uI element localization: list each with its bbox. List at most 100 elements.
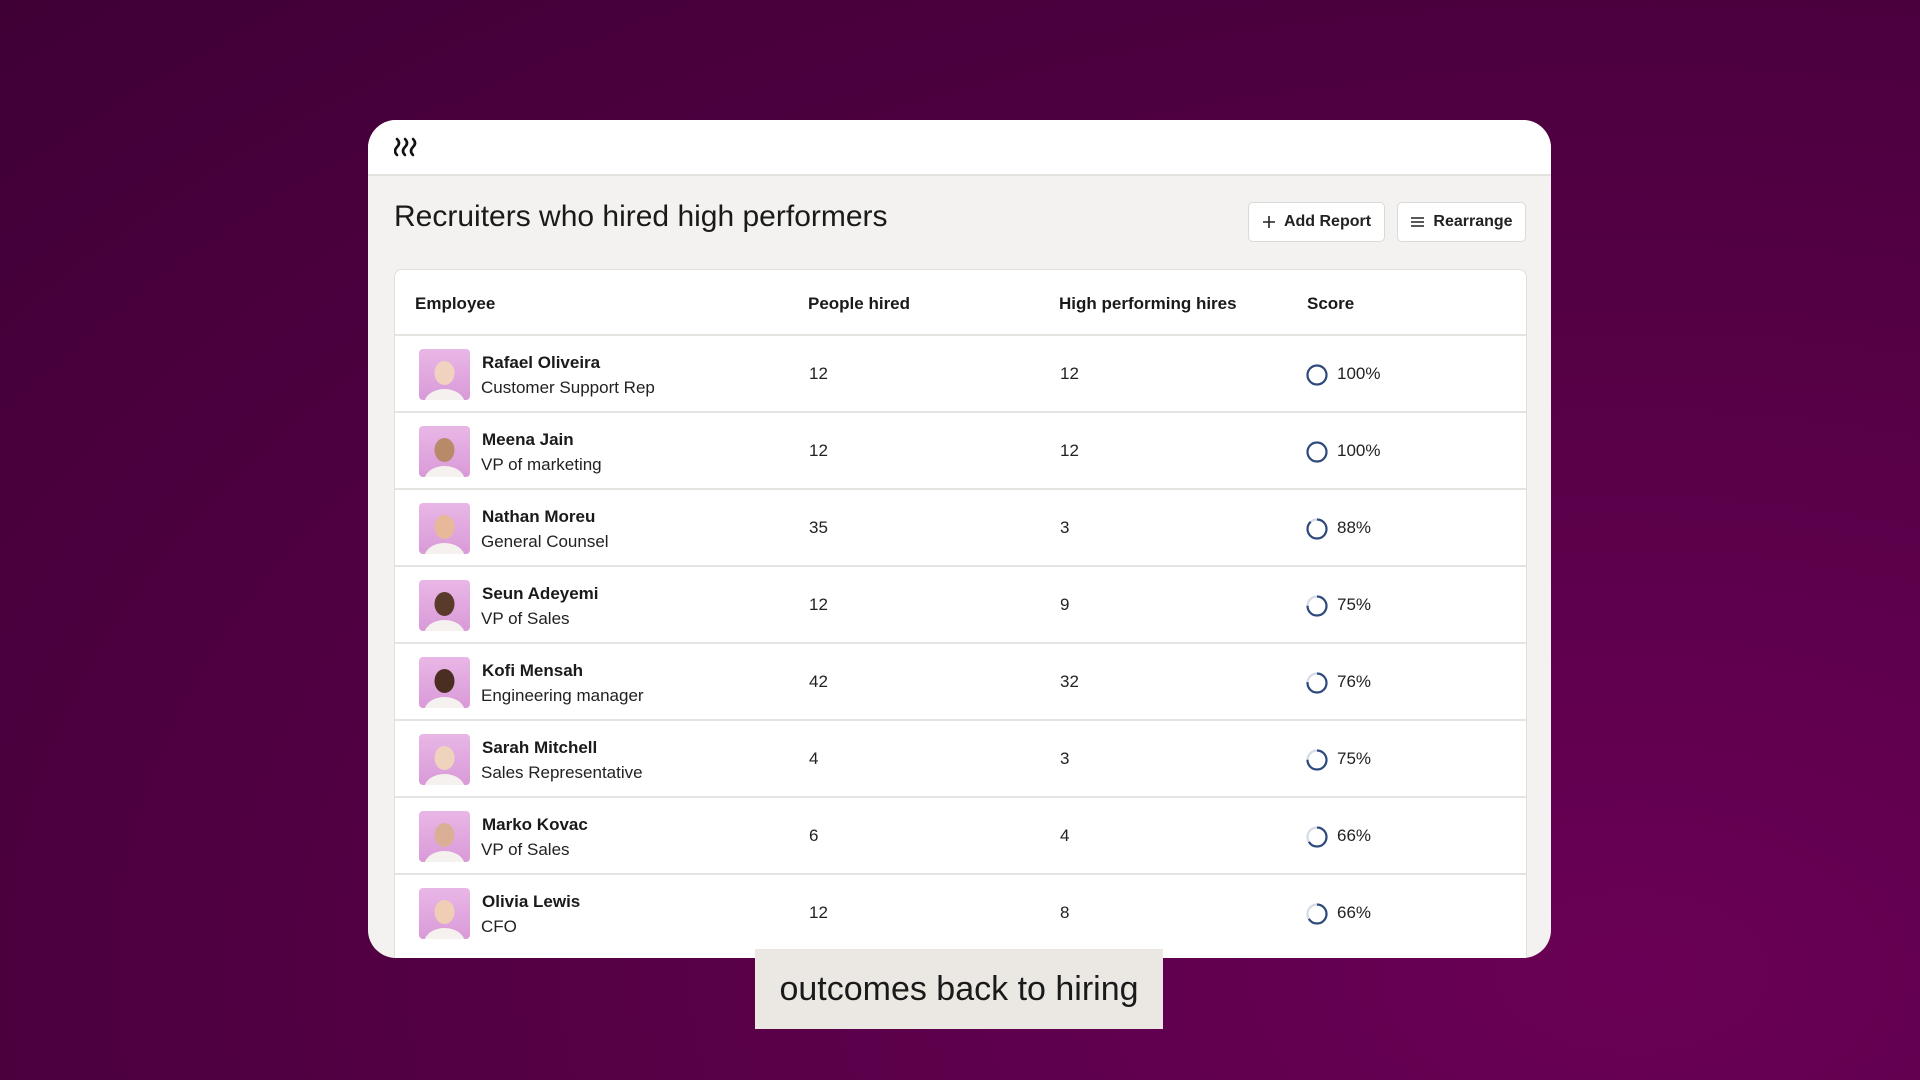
high-performing-hires: 9 bbox=[1060, 595, 1070, 614]
score-ring bbox=[1306, 441, 1328, 463]
avatar-body bbox=[424, 697, 465, 708]
plus-icon bbox=[1262, 216, 1275, 228]
column-header: Score bbox=[1307, 294, 1355, 313]
score-ring bbox=[1306, 903, 1328, 925]
score-ring bbox=[1306, 518, 1328, 540]
report-card: Recruiters who hired high performers Add… bbox=[368, 120, 1551, 958]
avatar-face bbox=[434, 515, 455, 539]
table-row: Olivia Lewis CFO 12 8 66% bbox=[395, 873, 1526, 952]
avatar-face bbox=[434, 823, 455, 847]
avatar bbox=[419, 888, 470, 939]
ring-progress bbox=[1306, 518, 1328, 540]
table-row: Rafael Oliveira Customer Support Rep 12 12 1… bbox=[395, 334, 1526, 413]
employee-name: Sarah Mitchell bbox=[482, 738, 598, 757]
logo[interactable] bbox=[394, 136, 420, 158]
employee-name: Meena Jain bbox=[482, 430, 574, 449]
score-ring bbox=[1306, 826, 1328, 848]
avatar-portrait bbox=[424, 900, 465, 939]
employee-role: Engineering manager bbox=[481, 686, 644, 705]
high-performing-hires: 3 bbox=[1060, 749, 1070, 768]
high-performing-hires: 32 bbox=[1060, 672, 1079, 691]
avatar-portrait bbox=[424, 746, 465, 785]
score-ring bbox=[1306, 749, 1328, 771]
ring-progress bbox=[1306, 826, 1328, 848]
avatar bbox=[419, 503, 470, 554]
employee-name: Olivia Lewis bbox=[482, 892, 581, 911]
high-performing-hires: 12 bbox=[1060, 364, 1079, 383]
avatar-body bbox=[424, 851, 465, 862]
avatar-face bbox=[434, 900, 455, 924]
employee-role: Sales Representative bbox=[481, 763, 643, 782]
ring-progress bbox=[1306, 903, 1328, 925]
menu-icon bbox=[1411, 217, 1425, 227]
score-value: 66% bbox=[1337, 826, 1372, 845]
employee-name: Rafael Oliveira bbox=[482, 353, 601, 372]
avatar bbox=[419, 657, 470, 708]
avatar-body bbox=[424, 543, 465, 554]
ring-progress bbox=[1306, 364, 1328, 386]
avatar bbox=[419, 580, 470, 631]
avatar-body bbox=[424, 928, 465, 939]
avatar-face bbox=[434, 361, 455, 385]
ring-progress bbox=[1306, 749, 1328, 771]
score-value: 100% bbox=[1337, 364, 1381, 383]
avatar-portrait bbox=[424, 361, 465, 400]
employee-role: VP of marketing bbox=[481, 455, 602, 474]
score-value: 100% bbox=[1337, 441, 1381, 460]
high-performing-hires: 4 bbox=[1060, 826, 1070, 845]
avatar bbox=[419, 734, 470, 785]
score-value: 66% bbox=[1337, 903, 1372, 922]
score-value: 76% bbox=[1337, 672, 1372, 691]
employee-role: VP of Sales bbox=[481, 609, 570, 628]
avatar bbox=[419, 426, 470, 477]
score-ring bbox=[1306, 672, 1328, 694]
people-hired: 12 bbox=[809, 903, 828, 922]
add-report-button[interactable]: Add Report bbox=[1248, 202, 1385, 242]
ring-progress bbox=[1306, 441, 1328, 463]
avatar-face bbox=[434, 746, 455, 770]
employee-name: Marko Kovac bbox=[482, 815, 588, 834]
avatar-portrait bbox=[424, 515, 465, 554]
people-hired: 35 bbox=[809, 518, 828, 537]
employee-role: Customer Support Rep bbox=[481, 378, 655, 397]
high-performing-hires: 12 bbox=[1060, 441, 1079, 460]
employee-role: CFO bbox=[481, 917, 517, 936]
avatar-face bbox=[434, 669, 455, 693]
ring-progress bbox=[1306, 672, 1328, 694]
avatar-portrait bbox=[424, 438, 465, 477]
score-value: 75% bbox=[1337, 749, 1372, 768]
top-bar bbox=[368, 120, 1551, 176]
rearrange-button[interactable]: Rearrange bbox=[1397, 202, 1526, 242]
ring-progress bbox=[1306, 595, 1328, 617]
avatar-face bbox=[434, 592, 455, 616]
avatar-portrait bbox=[424, 669, 465, 708]
high-performing-hires: 8 bbox=[1060, 903, 1070, 922]
people-hired: 6 bbox=[809, 826, 819, 845]
column-header: High performing hires bbox=[1059, 294, 1237, 313]
people-hired: 12 bbox=[809, 441, 828, 460]
report-title: Recruiters who hired high performers bbox=[394, 200, 888, 233]
people-hired: 12 bbox=[809, 364, 828, 383]
employee-role: General Counsel bbox=[481, 532, 609, 551]
score-ring bbox=[1306, 364, 1328, 386]
people-hired: 4 bbox=[809, 749, 819, 768]
avatar bbox=[419, 349, 470, 400]
recruiters-table: Employee People hired High performing hire… bbox=[394, 269, 1527, 958]
table-row: Sarah Mitchell Sales Representative 4 3 75% bbox=[395, 719, 1526, 798]
avatar-body bbox=[424, 466, 465, 477]
avatar-body bbox=[424, 389, 465, 400]
people-hired: 42 bbox=[809, 672, 828, 691]
avatar-body bbox=[424, 620, 465, 631]
column-header: Employee bbox=[415, 294, 496, 313]
score-ring bbox=[1306, 595, 1328, 617]
employee-role: VP of Sales bbox=[481, 840, 570, 859]
button-label: Rearrange bbox=[1433, 213, 1513, 230]
column-header: People hired bbox=[808, 294, 911, 313]
employee-name: Nathan Moreu bbox=[482, 507, 596, 526]
score-value: 88% bbox=[1337, 518, 1372, 537]
table-row: Meena Jain VP of marketing 12 12 100% bbox=[395, 411, 1526, 490]
people-hired: 12 bbox=[809, 595, 828, 614]
employee-name: Seun Adeyemi bbox=[482, 584, 599, 603]
employee-name: Kofi Mensah bbox=[482, 661, 584, 680]
